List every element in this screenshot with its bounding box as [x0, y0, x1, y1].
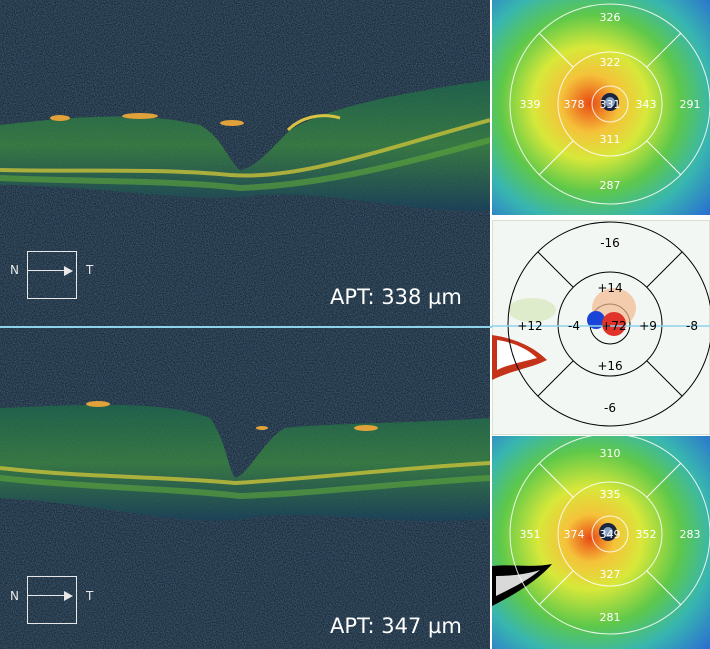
map-value-inner-inferior: 327 — [600, 568, 621, 581]
diff-value-inner-temporal: +9 — [639, 319, 657, 333]
diff-value-inner-nasal: -4 — [568, 319, 580, 333]
top-oct-scan: N T APT: 338 µm — [0, 0, 490, 326]
map-value-inner-inferior: 311 — [600, 133, 621, 146]
map-value-outer-temporal: 291 — [680, 98, 701, 111]
orientation-box — [27, 576, 77, 624]
map-value-inner-temporal: 343 — [636, 98, 657, 111]
map-value-inner-superior: 335 — [600, 488, 621, 501]
map-value-outer-inferior: 281 — [600, 611, 621, 624]
map-value-outer-nasal: 351 — [520, 528, 541, 541]
map-value-center: 349 — [600, 528, 621, 541]
nasal-label: N — [10, 589, 19, 603]
arrow-right-icon — [64, 591, 73, 601]
map-value-outer-superior: 310 — [600, 447, 621, 460]
bottom-oct-scan: N T APT: 347 µm — [0, 328, 490, 649]
map-value-outer-inferior: 287 — [600, 179, 621, 192]
map-value-center: 331 — [600, 98, 621, 111]
diff-value-outer-inferior: -6 — [604, 401, 616, 415]
diff-value-outer-superior: -16 — [600, 236, 620, 250]
top-thickness-map: 326 322 339 378 331 343 291 311 287 — [492, 0, 710, 215]
diff-value-center: +72 — [601, 319, 626, 333]
arrow-right-icon — [64, 266, 73, 276]
orientation-box — [27, 251, 77, 299]
diff-value-inner-superior: +14 — [597, 281, 622, 295]
bottom-oct-bscan-image — [0, 328, 490, 649]
diff-value-outer-nasal: +12 — [517, 319, 542, 333]
apt-label-top: APT: 338 µm — [330, 285, 462, 309]
map-value-inner-temporal: 352 — [636, 528, 657, 541]
scan-separator-line — [0, 326, 710, 328]
temporal-label: T — [86, 589, 94, 603]
map-value-outer-superior: 326 — [600, 11, 621, 24]
map-value-inner-nasal: 378 — [564, 98, 585, 111]
map-value-inner-nasal: 374 — [564, 528, 585, 541]
nasal-label: N — [10, 263, 19, 277]
diff-value-inner-inferior: +16 — [597, 359, 622, 373]
map-value-outer-temporal: 283 — [680, 528, 701, 541]
bottom-thickness-map: 310 335 351 374 349 352 283 327 281 — [492, 436, 710, 649]
difference-map: -16 +14 +12 -4 +72 +9 -8 +16 -6 — [492, 220, 710, 435]
diff-value-outer-temporal: -8 — [686, 319, 698, 333]
bottom-etdrs-grid: 310 335 351 374 349 352 283 327 281 — [492, 436, 710, 649]
top-etdrs-grid: 326 322 339 378 331 343 291 311 287 — [492, 0, 710, 215]
temporal-label: T — [86, 263, 94, 277]
difference-etdrs-grid: -16 +14 +12 -4 +72 +9 -8 +16 -6 — [492, 220, 710, 435]
map-value-outer-nasal: 339 — [520, 98, 541, 111]
apt-label-bottom: APT: 347 µm — [330, 614, 462, 638]
map-value-inner-superior: 322 — [600, 56, 621, 69]
top-oct-bscan-image — [0, 0, 490, 326]
